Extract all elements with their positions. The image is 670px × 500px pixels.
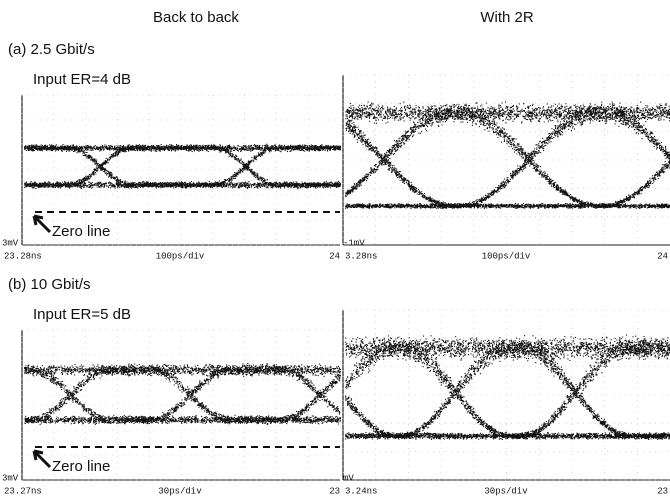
scope-scale: 30ps/div bbox=[158, 486, 202, 496]
scope-start: 23.28ns bbox=[4, 251, 42, 261]
column-header: With 2R bbox=[480, 9, 534, 26]
scope-end: 24 bbox=[329, 251, 340, 261]
scope-offset: 3mV bbox=[2, 473, 19, 483]
scope-start: 3.24ns bbox=[345, 486, 377, 496]
zero-line-label: Zero line bbox=[52, 223, 110, 240]
column-header: Back to back bbox=[153, 9, 239, 26]
scope-offset: -1mV bbox=[343, 238, 365, 248]
eye-trace bbox=[24, 143, 342, 190]
eye-trace bbox=[345, 334, 670, 441]
scope-end: 23 bbox=[657, 486, 668, 496]
scope-scale: 30ps/div bbox=[484, 486, 528, 496]
scope-scale: 100ps/div bbox=[156, 251, 205, 261]
panels: (a) 2.5 Gbit/s Input ER=4 dB Zero line 3mV 2… bbox=[2, 41, 670, 496]
scope-start: 23.27ns bbox=[4, 486, 42, 496]
annotation: Input ER=5 dB bbox=[33, 306, 131, 323]
annotation: Input ER=4 dB bbox=[33, 71, 131, 88]
scope-end: 24 bbox=[657, 251, 668, 261]
scope-end: 23 bbox=[329, 486, 340, 496]
panel-label: (b) 10 Gbit/s bbox=[8, 276, 91, 293]
scope-scale: 100ps/div bbox=[482, 251, 531, 261]
arrow bbox=[32, 214, 52, 234]
panel-label: (a) 2.5 Gbit/s bbox=[8, 41, 95, 58]
arrow bbox=[32, 449, 52, 469]
zero-line-label: Zero line bbox=[52, 458, 110, 475]
scope-offset: mV bbox=[343, 473, 354, 483]
eye-trace bbox=[24, 362, 341, 425]
scope-start: 3.28ns bbox=[345, 251, 377, 261]
eye-trace bbox=[345, 101, 670, 210]
scope-offset: 3mV bbox=[2, 238, 19, 248]
